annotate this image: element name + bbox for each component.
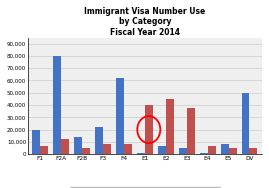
Bar [249,148,257,154]
Bar [32,130,40,154]
Bar [166,99,174,154]
Bar [208,146,215,154]
Bar [82,148,90,154]
Bar [200,153,208,154]
Bar [179,148,187,154]
Bar [158,146,166,154]
Bar [187,108,195,154]
Bar [61,139,69,154]
Bar [53,56,61,154]
Bar [124,144,132,154]
Bar [242,93,249,154]
Bar [145,105,153,154]
Title: Immigrant Visa Number Use
by Category
Fiscal Year 2014: Immigrant Visa Number Use by Category Fi… [84,7,206,37]
Bar [103,144,111,154]
Bar [116,78,124,154]
Bar [229,148,236,154]
Bar [40,146,48,154]
Bar [137,153,145,154]
Bar [95,127,103,154]
Bar [221,144,229,154]
Legend: Visa Issuances at Offices Abroad, USCIS Adjustments: Visa Issuances at Offices Abroad, USCIS … [70,187,220,188]
Bar [74,137,82,154]
